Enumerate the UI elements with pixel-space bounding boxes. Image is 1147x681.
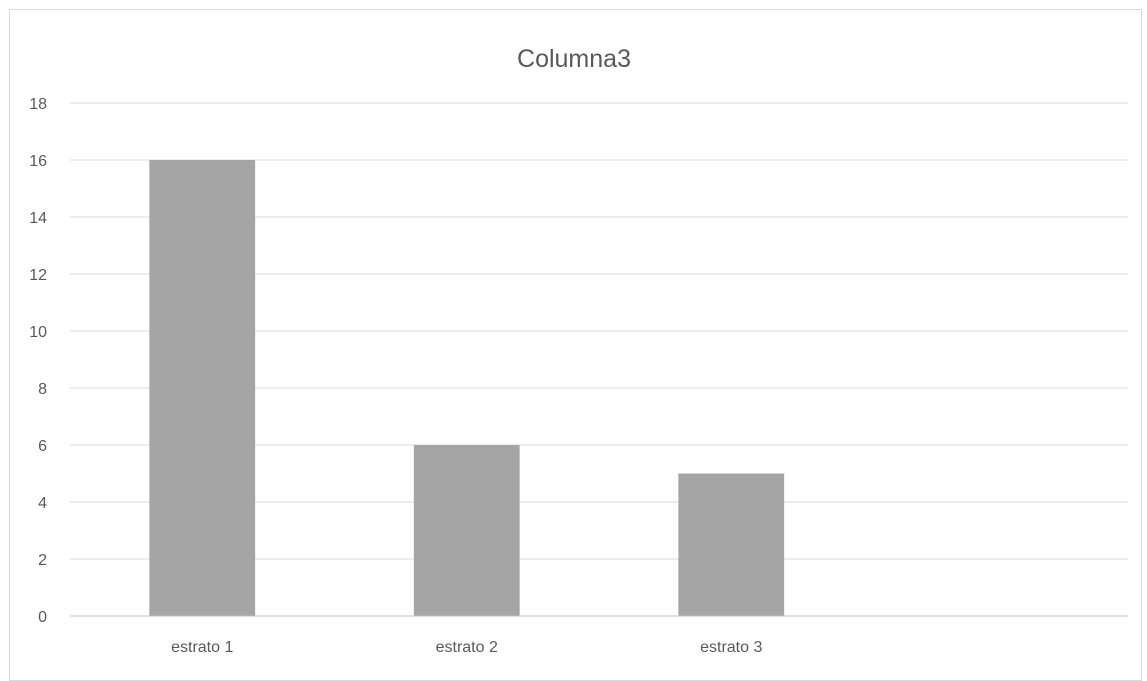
x-tick-label: estrato 3 [700, 639, 762, 656]
bar [413, 445, 520, 616]
y-tick-label: 8 [38, 381, 47, 398]
x-tick-label: estrato 2 [436, 639, 498, 656]
y-tick-label: 16 [29, 153, 47, 170]
y-tick-label: 0 [38, 609, 47, 626]
y-axis-tick-labels: 0 2 4 6 8 10 12 14 16 18 [29, 96, 47, 626]
x-tick-label: estrato 1 [171, 639, 233, 656]
y-tick-label: 12 [29, 267, 47, 284]
bar [149, 160, 256, 616]
y-tick-label: 4 [38, 495, 47, 512]
bar [678, 473, 785, 616]
y-tick-label: 6 [38, 438, 47, 455]
y-tick-label: 2 [38, 552, 47, 569]
bars [149, 160, 785, 616]
chart-title: Columna3 [517, 45, 631, 73]
y-tick-label: 14 [29, 210, 47, 227]
x-axis-tick-labels: estrato 1 estrato 2 estrato 3 [171, 639, 762, 656]
y-tick-label: 18 [29, 96, 47, 113]
y-tick-label: 10 [29, 324, 47, 341]
